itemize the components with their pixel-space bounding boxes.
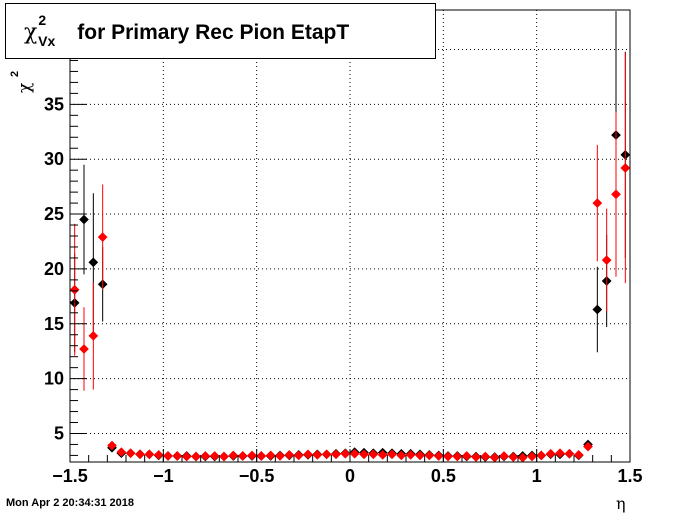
y-tick-label: 20 bbox=[44, 259, 64, 279]
data-point bbox=[499, 451, 509, 461]
data-point bbox=[471, 452, 481, 463]
y-tick-label: 25 bbox=[44, 204, 64, 224]
data-point bbox=[293, 450, 304, 461]
data-point bbox=[620, 163, 631, 173]
data-point bbox=[256, 451, 267, 461]
data-point bbox=[424, 450, 435, 461]
y-tick-label: 35 bbox=[44, 94, 64, 114]
data-point bbox=[592, 304, 603, 315]
data-point bbox=[125, 448, 136, 459]
data-point bbox=[237, 451, 248, 461]
y-tick-label: 15 bbox=[44, 314, 64, 334]
data-point bbox=[405, 449, 416, 460]
title-box: χ2 Vx for Primary Rec Pion EtapT bbox=[5, 3, 436, 59]
data-point bbox=[321, 449, 332, 460]
data-point bbox=[181, 451, 192, 462]
data-point bbox=[200, 451, 211, 461]
data-point bbox=[69, 284, 80, 295]
data-point bbox=[116, 447, 127, 458]
data-point bbox=[172, 451, 183, 461]
data-point bbox=[489, 452, 500, 463]
data-point bbox=[107, 440, 117, 451]
data-point bbox=[349, 448, 360, 459]
x-tick-label: −1.5 bbox=[52, 466, 88, 486]
data-point bbox=[219, 451, 229, 462]
data-point bbox=[583, 441, 593, 452]
data-point bbox=[601, 255, 612, 266]
title-superscript: 2 bbox=[38, 12, 47, 28]
data-point bbox=[368, 449, 379, 460]
y-tick-label: 10 bbox=[44, 369, 64, 389]
data-point bbox=[331, 449, 341, 460]
timestamp: Mon Apr 2 20:34:31 2018 bbox=[6, 497, 134, 509]
data-point bbox=[209, 451, 220, 461]
title-symbol: χ bbox=[24, 20, 38, 45]
data-point bbox=[443, 451, 453, 462]
data-point bbox=[79, 214, 89, 225]
x-axis-label: η bbox=[616, 494, 626, 513]
data-point bbox=[144, 449, 155, 460]
data-point bbox=[508, 452, 519, 463]
data-point bbox=[340, 448, 351, 459]
y-tick-label: 30 bbox=[44, 149, 64, 169]
data-point bbox=[536, 450, 547, 461]
data-point bbox=[79, 344, 89, 354]
axis-ticks bbox=[69, 16, 631, 462]
data-point bbox=[153, 449, 164, 460]
x-tick-label: −1 bbox=[153, 466, 174, 486]
data-point bbox=[88, 330, 99, 341]
data-point bbox=[191, 451, 201, 462]
data-series bbox=[69, 11, 631, 463]
data-point bbox=[163, 451, 173, 461]
data-point bbox=[452, 451, 463, 462]
data-point bbox=[555, 448, 565, 459]
data-point bbox=[564, 448, 575, 459]
tick-labels: −1.5−1−0.500.511.5510152025303540 bbox=[44, 39, 643, 486]
data-point bbox=[228, 450, 239, 461]
data-point bbox=[97, 232, 108, 243]
x-tick-label: 1.5 bbox=[617, 466, 642, 486]
data-point bbox=[377, 449, 388, 460]
data-point bbox=[135, 449, 145, 460]
data-point bbox=[433, 451, 444, 461]
data-point bbox=[396, 450, 407, 461]
data-point bbox=[265, 450, 276, 461]
y-axis-symbol: χ bbox=[15, 82, 35, 93]
data-point bbox=[545, 448, 556, 459]
data-point bbox=[415, 450, 425, 461]
data-point bbox=[573, 449, 584, 460]
data-point bbox=[312, 449, 323, 460]
title-text: for Primary Rec Pion EtapT bbox=[77, 21, 350, 44]
data-point bbox=[275, 451, 285, 461]
chart-title: χ2 Vx for Primary Rec Pion EtapT bbox=[24, 12, 350, 49]
data-point bbox=[284, 449, 295, 460]
data-point bbox=[303, 449, 313, 460]
title-subscript: Vx bbox=[38, 33, 56, 49]
x-tick-label: −0.5 bbox=[239, 466, 275, 486]
x-tick-label: 1 bbox=[532, 466, 542, 486]
data-point bbox=[247, 450, 257, 461]
y-tick-label: 5 bbox=[54, 423, 64, 443]
x-tick-label: 0 bbox=[345, 466, 355, 486]
y-axis-superscript: 2 bbox=[9, 70, 21, 77]
grid-lines bbox=[70, 10, 630, 462]
data-point bbox=[461, 451, 472, 461]
series-1 bbox=[69, 52, 631, 463]
data-point bbox=[480, 451, 491, 462]
data-point bbox=[611, 189, 621, 200]
data-point bbox=[359, 449, 369, 460]
data-point bbox=[592, 198, 603, 209]
data-point bbox=[387, 449, 397, 460]
x-tick-label: 0.5 bbox=[431, 466, 456, 486]
data-point bbox=[527, 451, 537, 462]
data-point bbox=[88, 257, 99, 268]
